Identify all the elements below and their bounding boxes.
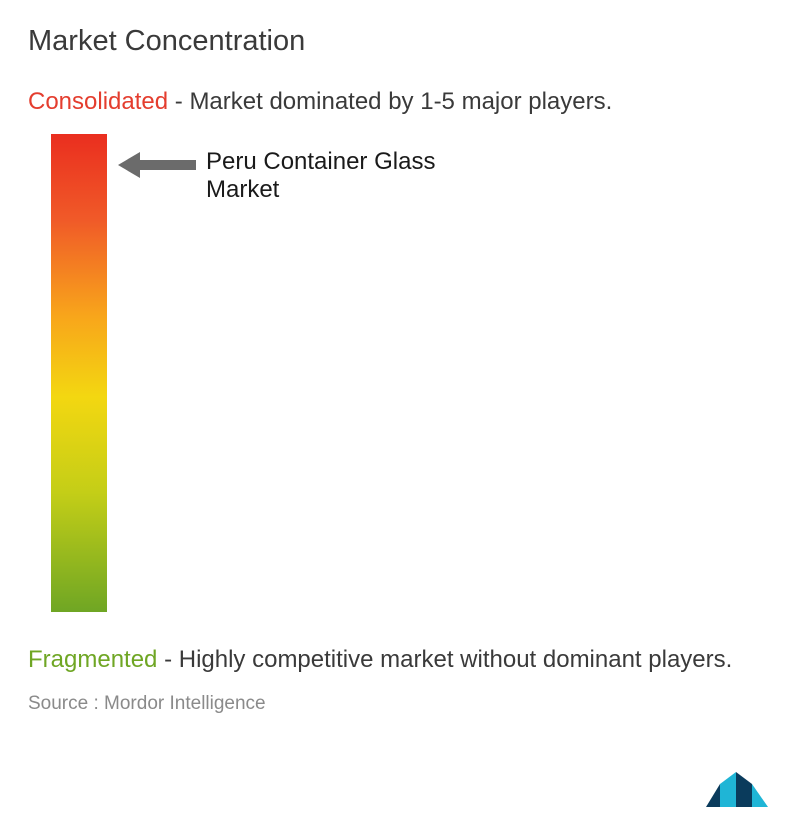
page-title: Market Concentration: [28, 25, 768, 58]
consolidated-description: Consolidated - Market dominated by 1-5 m…: [28, 88, 768, 116]
mordor-logo-icon: [706, 769, 768, 812]
source-text: Source : Mordor Intelligence: [28, 693, 768, 715]
gradient-scale-bar: [51, 134, 107, 612]
concentration-chart: Peru Container Glass Market: [28, 134, 768, 624]
market-label: Peru Container Glass Market: [206, 148, 486, 206]
consolidated-text: - Market dominated by 1-5 major players.: [168, 88, 612, 115]
fragmented-label: Fragmented: [28, 646, 157, 673]
fragmented-description: Fragmented - Highly competitive market w…: [28, 646, 768, 674]
market-marker: Peru Container Glass Market: [118, 148, 486, 206]
consolidated-label: Consolidated: [28, 88, 168, 115]
fragmented-text: - Highly competitive market without domi…: [157, 646, 732, 673]
arrow-left-icon: [118, 152, 196, 178]
